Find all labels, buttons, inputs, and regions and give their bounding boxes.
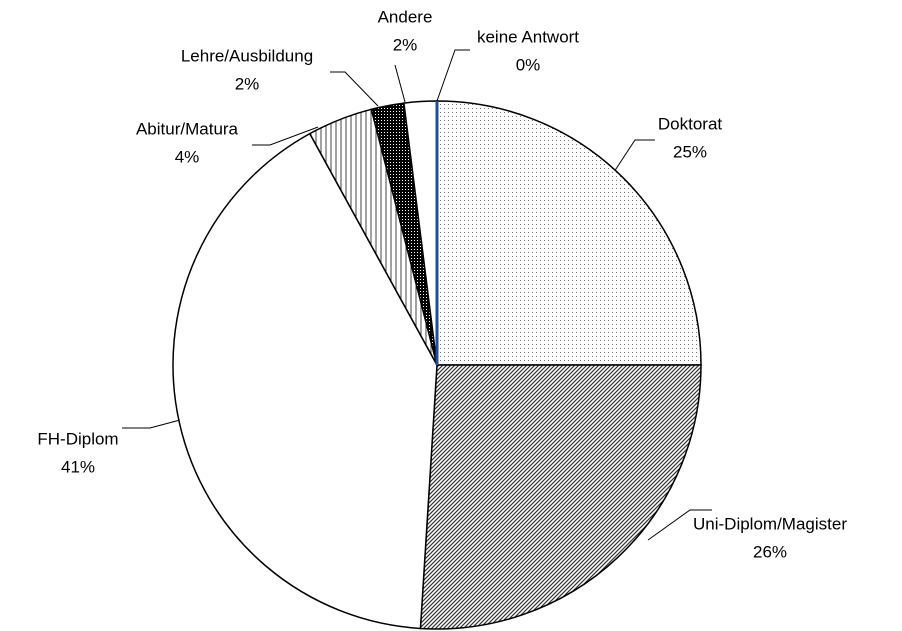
pie-slice: [419, 364, 702, 630]
leader-line: [330, 71, 379, 107]
leader-line: [647, 509, 712, 541]
leader-line: [436, 49, 470, 102]
slice-value-label: 26%: [753, 542, 787, 561]
slice-value-label: 2%: [393, 35, 418, 54]
leader-line: [611, 139, 655, 176]
slice-label: Uni-Diplom/Magister: [693, 514, 847, 533]
leader-line: [252, 126, 319, 146]
slice-value-label: 4%: [175, 147, 200, 166]
slice-label: FH-Diplom: [37, 429, 118, 448]
slice-value-label: 2%: [235, 74, 260, 93]
slice-value-label: 25%: [673, 142, 707, 161]
pie-slice: [436, 100, 702, 366]
pie-slice: [172, 132, 438, 630]
slice-label: Abitur/Matura: [136, 119, 239, 138]
slice-label: keine Antwort: [477, 27, 579, 46]
slice-value-label: 41%: [61, 457, 95, 476]
leader-line: [122, 419, 181, 429]
slice-value-label: 0%: [516, 55, 541, 74]
slice-label: Lehre/Ausbildung: [181, 46, 313, 65]
slice-label: Doktorat: [658, 114, 723, 133]
leader-line: [394, 64, 406, 103]
slice-label: Andere: [378, 7, 433, 26]
